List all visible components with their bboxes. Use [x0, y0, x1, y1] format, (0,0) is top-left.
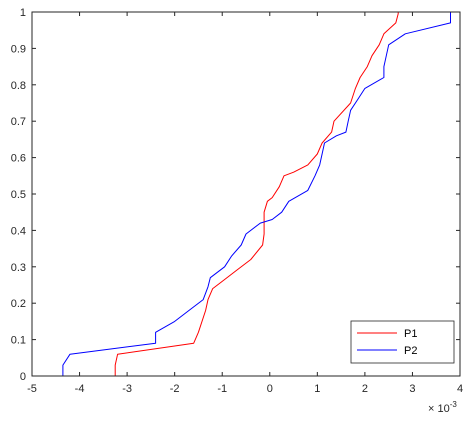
y-tick-label: 0.9	[11, 43, 26, 55]
y-axis: 0 0.1 0.2 0.3 0.4 0.5 0.6 0.7 0.8 0.9 1	[11, 7, 460, 383]
x-tick-label: 2	[362, 383, 368, 395]
x-tick-label: -1	[217, 383, 227, 395]
y-tick-label: 0.5	[11, 189, 26, 201]
x-tick-label: -4	[75, 383, 85, 395]
x-tick-label: 1	[314, 383, 320, 395]
y-tick-label: 1	[20, 7, 26, 19]
x-tick-label: -5	[27, 383, 37, 395]
legend-label-p1: P1	[404, 328, 417, 340]
x-tick-label: -3	[122, 383, 132, 395]
x-tick-label: 4	[457, 383, 463, 395]
y-tick-label: 0.6	[11, 153, 26, 165]
y-tick-label: 0.7	[11, 116, 26, 128]
series-layer	[62, 12, 451, 376]
legend-label-p2: P2	[404, 345, 417, 357]
y-tick-label: 0.3	[11, 262, 26, 274]
y-tick-label: 0.8	[11, 80, 26, 92]
x-exponent-label: × 10-3	[428, 400, 457, 415]
y-tick-label: 0	[20, 371, 26, 383]
y-tick-label: 0.2	[11, 298, 26, 310]
x-tick-label: -2	[170, 383, 180, 395]
x-axis: -5 -4 -3 -2 -1 0 1 2 3 4	[27, 12, 463, 395]
series-line-p1	[114, 12, 399, 376]
y-tick-label: 0.1	[11, 335, 26, 347]
plot-area	[32, 12, 460, 376]
x-tick-label: 0	[267, 383, 273, 395]
legend: P1 P2	[350, 320, 455, 364]
x-exponent-power: -3	[450, 400, 458, 409]
x-tick-label: 3	[409, 383, 415, 395]
legend-box	[350, 320, 455, 364]
series-line-p2	[62, 12, 451, 376]
y-tick-label: 0.4	[11, 225, 26, 237]
